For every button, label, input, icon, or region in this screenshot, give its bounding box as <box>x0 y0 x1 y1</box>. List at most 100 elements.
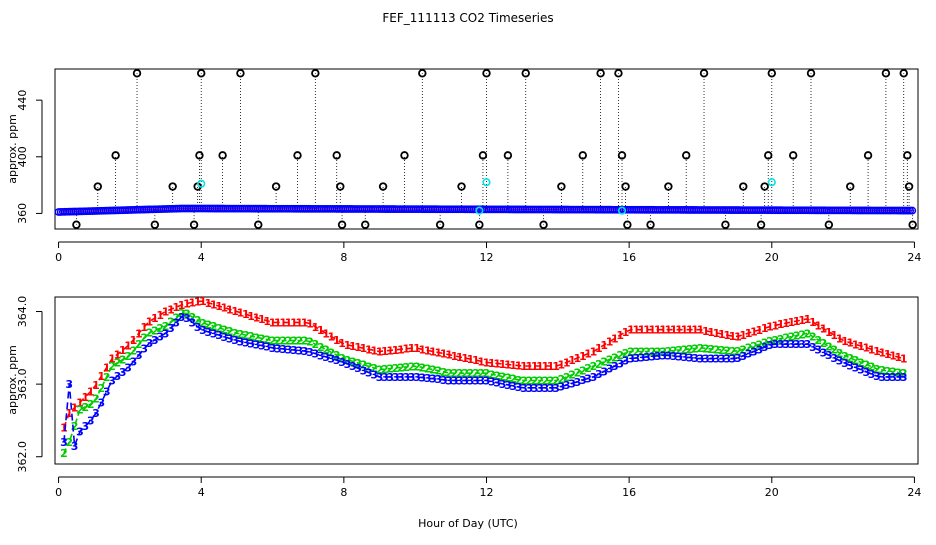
series-1-marker: 1 <box>574 352 582 365</box>
x-axis-label: Hour of Day (UTC) <box>418 517 518 530</box>
series-2-marker: 2 <box>707 343 715 356</box>
series-3-marker: 3 <box>87 414 95 427</box>
series-3-marker: 3 <box>622 355 630 368</box>
spike-point <box>336 182 345 191</box>
series-2-marker: 2 <box>103 371 111 384</box>
series-1-marker: 1 <box>402 343 410 356</box>
series-3-marker: 3 <box>178 311 186 324</box>
series-2-marker: 2 <box>124 350 132 363</box>
series-2-marker: 2 <box>504 372 512 385</box>
series-2-marker: 2 <box>418 361 426 374</box>
series-3-marker: 3 <box>841 357 849 370</box>
series-2-marker: 2 <box>386 363 394 376</box>
series-2-marker: 2 <box>461 367 469 380</box>
spike-point <box>664 182 673 191</box>
series-1-marker: 1 <box>445 349 453 362</box>
series-1-marker: 1 <box>435 347 443 360</box>
series-3-marker: 3 <box>408 371 416 384</box>
series-1-marker: 1 <box>675 324 683 337</box>
series-2-marker: 2 <box>493 369 501 382</box>
series-3-marker: 3 <box>231 334 239 347</box>
series-3-marker: 3 <box>156 331 164 344</box>
series-2-marker: 2 <box>285 335 293 348</box>
spike-point <box>806 69 816 78</box>
spike-point <box>899 69 908 78</box>
series-2-marker: 2 <box>221 323 229 336</box>
series-1-marker: 1 <box>247 310 255 323</box>
series-1-marker: 1 <box>558 359 566 372</box>
series-3-marker: 3 <box>552 382 560 395</box>
series-3-marker: 3 <box>798 338 806 351</box>
series-1-marker: 1 <box>793 315 801 328</box>
series-1-marker: 1 <box>606 336 614 349</box>
series-1-marker: 1 <box>114 348 122 361</box>
series-2-marker: 2 <box>392 362 400 375</box>
series-3-marker: 3 <box>499 378 507 391</box>
series-2-marker: 2 <box>290 335 298 348</box>
lower-plot-frame <box>54 296 919 465</box>
series-1-marker: 1 <box>140 321 148 334</box>
series-1-marker: 1 <box>820 323 828 336</box>
series-2-marker: 2 <box>65 436 73 449</box>
series-3-marker: 3 <box>691 352 699 365</box>
reference-point <box>767 178 776 187</box>
series-2-marker: 2 <box>440 366 448 379</box>
series-1-marker: 1 <box>739 329 747 342</box>
series-3-marker: 3 <box>670 350 678 363</box>
series-2-marker: 2 <box>606 353 614 366</box>
series-2-marker: 2 <box>788 331 796 344</box>
series-3-marker: 3 <box>167 322 175 335</box>
series-1-marker: 1 <box>146 315 154 328</box>
spike-point <box>254 220 263 229</box>
series-2-marker: 2 <box>745 342 753 355</box>
series-3-line <box>63 316 904 447</box>
series-1-marker: 1 <box>499 358 507 371</box>
series-2-marker: 2 <box>108 360 116 373</box>
series-2-marker: 2 <box>793 329 801 342</box>
series-3-marker: 3 <box>456 375 464 388</box>
series-3-marker: 3 <box>777 338 785 351</box>
series-3-marker: 3 <box>381 371 389 384</box>
series-1-marker: 1 <box>413 342 421 355</box>
series-2-marker: 2 <box>301 335 309 348</box>
series-1-marker: 1 <box>595 342 603 355</box>
series-3-marker: 3 <box>306 346 314 359</box>
series-1-marker: 1 <box>493 357 501 370</box>
series-3-marker: 3 <box>290 344 298 357</box>
series-3-marker: 3 <box>884 371 892 384</box>
series-1-marker: 1 <box>547 360 555 373</box>
series-2-marker: 2 <box>648 345 656 358</box>
series-2-marker: 2 <box>188 311 196 324</box>
series-2-marker: 2 <box>477 367 485 380</box>
series-3-marker: 3 <box>263 341 271 354</box>
series-1-marker: 1 <box>461 352 469 365</box>
series-1-marker: 1 <box>301 316 309 329</box>
series-2-marker: 2 <box>638 345 646 358</box>
series-2-marker: 2 <box>488 368 496 381</box>
reference-point <box>482 178 491 187</box>
spike-point <box>596 69 605 78</box>
upper-x-tick-label: 24 <box>907 251 921 264</box>
series-2-marker: 2 <box>718 344 726 357</box>
series-2-marker: 2 <box>114 357 122 370</box>
series-1-marker: 1 <box>504 359 512 372</box>
series-3-marker: 3 <box>900 371 908 384</box>
series-2-marker: 2 <box>755 338 763 351</box>
series-3-marker: 3 <box>402 371 410 384</box>
series-3-marker: 3 <box>852 361 860 374</box>
series-2-marker: 2 <box>172 311 180 324</box>
series-3-marker: 3 <box>729 353 737 366</box>
reference-point <box>475 206 484 215</box>
series-2-marker: 2 <box>702 342 710 355</box>
series-2-marker: 2 <box>210 320 218 333</box>
series-3-marker: 3 <box>520 382 528 395</box>
series-1-marker: 1 <box>381 345 389 358</box>
series-2-marker: 2 <box>766 335 774 348</box>
series-2-marker: 2 <box>376 364 384 377</box>
series-2-marker: 2 <box>761 337 769 350</box>
series-1-marker: 1 <box>408 342 416 355</box>
lower-data-layer: 1111111111111111111111111111111111111111… <box>60 295 907 460</box>
series-3-marker: 3 <box>889 371 897 384</box>
series-1-marker: 1 <box>349 340 357 353</box>
series-1-marker: 1 <box>825 326 833 339</box>
